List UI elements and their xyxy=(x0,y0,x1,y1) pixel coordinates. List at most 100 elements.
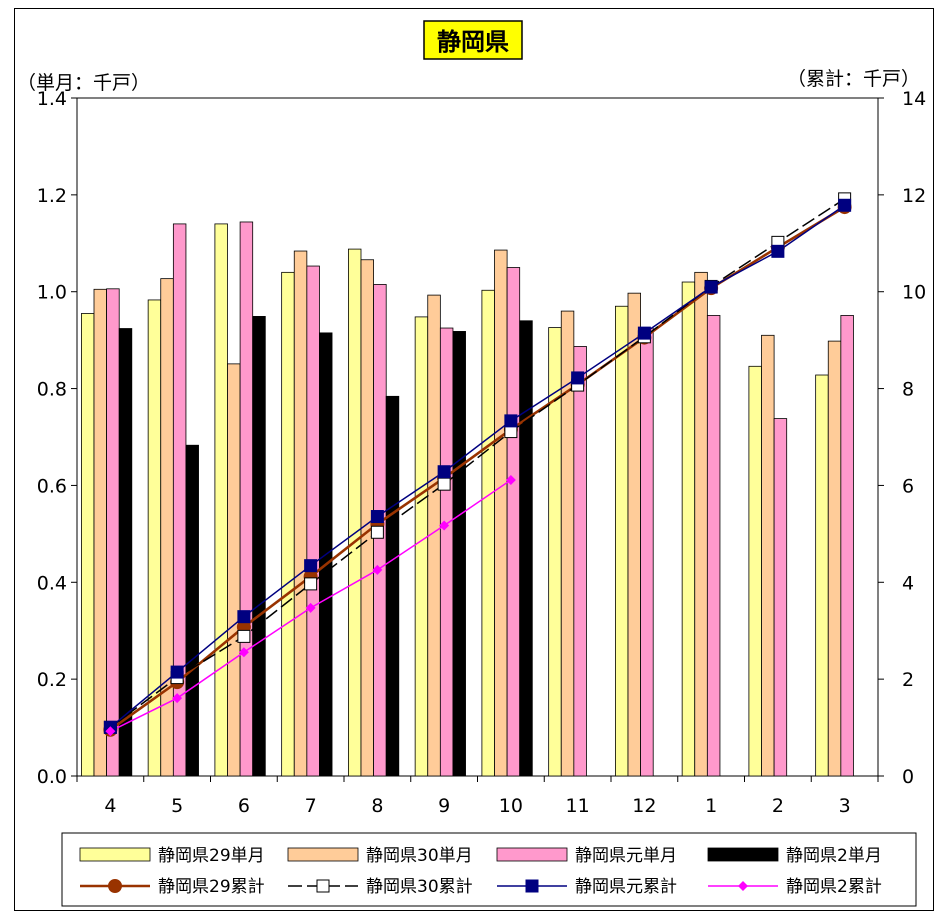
right-axis-tick-label: 6 xyxy=(902,475,914,497)
legend-swatch-bar-2 xyxy=(287,847,359,862)
left-axis-unit-label: （単月：千戸） xyxy=(17,72,150,94)
bar-1 xyxy=(815,374,829,777)
marker-series-3 xyxy=(370,510,384,524)
right-axis-tick-label: 14 xyxy=(902,88,926,110)
legend-label-line-4: 静岡県2累計 xyxy=(786,877,882,897)
bar-3 xyxy=(106,288,120,777)
chart-title: 静岡県 xyxy=(437,28,509,56)
marker-series-4 xyxy=(238,647,249,658)
bar-3 xyxy=(439,327,454,777)
bar-4 xyxy=(185,444,199,777)
marker-series-3 xyxy=(637,326,651,340)
bar-1 xyxy=(281,271,295,777)
legend-label-bar-1: 静岡県29単月 xyxy=(158,846,265,866)
marker-series-4 xyxy=(505,474,516,485)
left-axis-tick-label: 0.6 xyxy=(37,475,67,497)
bar-2 xyxy=(494,249,508,777)
bar-3 xyxy=(706,315,721,777)
bar-1 xyxy=(681,281,696,777)
marker-series-3 xyxy=(170,665,184,679)
marker-series-2 xyxy=(437,477,451,491)
x-axis-tick-label: 9 xyxy=(438,795,450,817)
bar-1 xyxy=(347,248,362,777)
left-axis-tick-label: 0.0 xyxy=(37,766,67,788)
x-axis-tick-label: 6 xyxy=(238,795,250,817)
x-axis-tick-label: 2 xyxy=(772,795,784,817)
legend-marker-line-4 xyxy=(738,881,748,891)
legend-label-bar-3: 静岡県元単月 xyxy=(575,846,677,866)
marker-series-4 xyxy=(372,564,383,575)
bar-1 xyxy=(481,289,495,777)
bar-2 xyxy=(227,363,241,777)
bar-4 xyxy=(118,328,133,777)
bar-1 xyxy=(748,365,762,777)
bar-4 xyxy=(519,320,533,777)
left-axis-tick-label: 0.2 xyxy=(37,669,67,691)
x-axis-tick-label: 7 xyxy=(305,795,317,817)
x-axis-tick-label: 3 xyxy=(839,795,851,817)
bar-3 xyxy=(306,265,320,777)
x-axis-tick-label: 8 xyxy=(371,795,383,817)
legend-marker-line-2 xyxy=(316,879,330,893)
right-axis-tick-label: 0 xyxy=(902,766,914,788)
bar-2 xyxy=(93,288,108,777)
legend-swatch-bar-1 xyxy=(79,847,151,862)
bar-2 xyxy=(827,340,842,777)
marker-series-2 xyxy=(304,577,318,591)
marker-series-3 xyxy=(237,610,251,624)
bar-3 xyxy=(640,327,654,777)
bar-4 xyxy=(252,316,266,777)
marker-series-4 xyxy=(172,693,183,704)
marker-series-3 xyxy=(304,559,318,573)
bar-3 xyxy=(239,221,254,777)
combo-chart: 静岡県 （単月：千戸） （累計：千戸） 0.0 0.2 0.4 0.6 0.8 1.0 1.… xyxy=(17,20,926,907)
bar-1 xyxy=(214,223,228,777)
legend-swatch-bar-4 xyxy=(707,847,779,862)
bar-2 xyxy=(627,292,642,777)
bar-3 xyxy=(773,418,788,777)
x-axis-tick-label: 11 xyxy=(566,795,590,817)
line-series-3 xyxy=(109,204,846,728)
x-axis-tick-label: 10 xyxy=(499,795,523,817)
right-axis-tick-label: 10 xyxy=(902,282,926,304)
x-axis-tick-label: 5 xyxy=(171,795,183,817)
x-axis-tick-label: 12 xyxy=(632,795,656,817)
legend-label-line-1: 静岡県29累計 xyxy=(158,877,265,897)
marker-series-3 xyxy=(771,244,785,258)
marker-series-3 xyxy=(704,280,718,294)
bar-4 xyxy=(452,331,466,777)
bar-1 xyxy=(81,313,95,777)
legend-label-bar-4: 静岡県2単月 xyxy=(786,846,882,866)
legend-label-line-3: 静岡県元累計 xyxy=(575,877,677,897)
right-axis-unit-label: （累計：千戸） xyxy=(787,68,920,90)
right-axis-tick-label: 12 xyxy=(902,185,926,207)
marker-series-3 xyxy=(838,198,852,212)
legend-label-line-2: 静岡県30累計 xyxy=(366,877,473,897)
legend-marker-line-3 xyxy=(525,879,539,893)
marker-series-4 xyxy=(305,602,316,613)
chart-title-box xyxy=(423,20,523,60)
marker-series-3 xyxy=(504,414,518,428)
bar-1 xyxy=(147,299,162,777)
legend-marker-line-1 xyxy=(108,879,122,893)
bar-2 xyxy=(694,271,708,777)
bar-1 xyxy=(414,316,429,777)
bar-3 xyxy=(573,346,587,777)
legend-swatch-bar-3 xyxy=(496,847,568,862)
left-axis-tick-label: 0.8 xyxy=(37,379,67,401)
marker-series-2 xyxy=(237,629,251,643)
plot-border xyxy=(76,97,879,777)
marker-series-4 xyxy=(105,726,116,737)
marker-series-2 xyxy=(504,425,518,439)
x-axis-tick-label: 4 xyxy=(104,795,116,817)
x-axis-tick-label: 1 xyxy=(705,795,717,817)
marker-series-4 xyxy=(439,520,450,531)
legend-label-bar-2: 静岡県30単月 xyxy=(366,846,473,866)
bar-2 xyxy=(293,250,308,777)
marker-series-2 xyxy=(370,525,384,539)
bar-4 xyxy=(385,395,400,777)
marker-series-3 xyxy=(571,371,585,385)
left-axis-tick-label: 1.0 xyxy=(37,282,67,304)
